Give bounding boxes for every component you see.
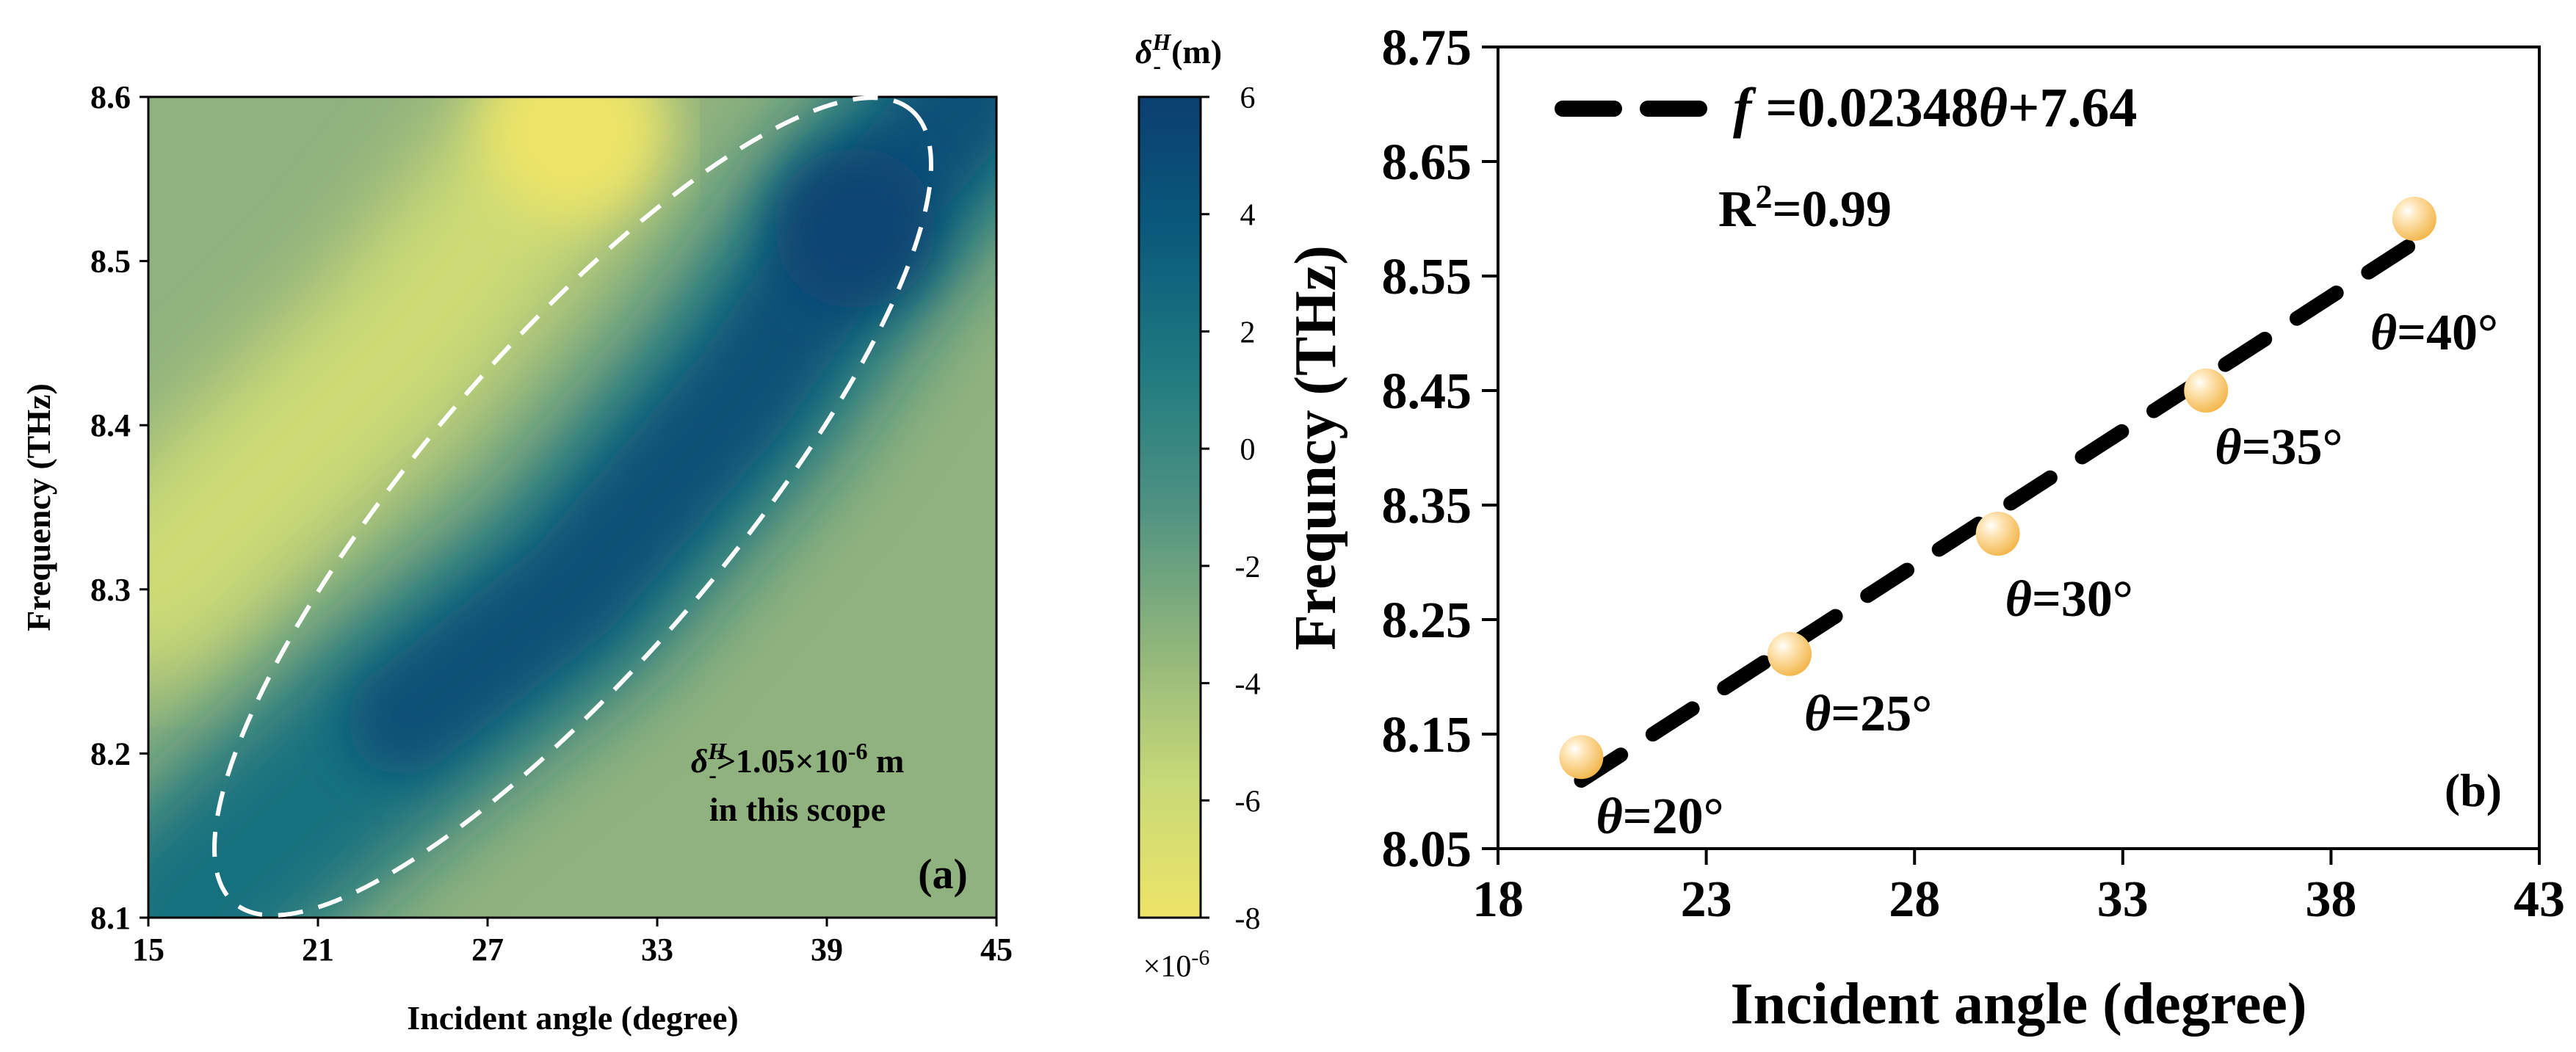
point-label: θ=35°	[2215, 419, 2342, 476]
point-label: θ=30°	[2005, 571, 2133, 628]
colorbar-tick-label: -2	[1235, 551, 1261, 584]
point-label: θ=20°	[1596, 788, 1723, 845]
colorbar-multiplier: ×10-6	[1143, 946, 1210, 984]
fit-line	[1574, 235, 2422, 788]
colorbar-tick-label: -6	[1235, 785, 1261, 819]
legend-r-squared: R2=0.99	[1718, 178, 1892, 239]
colorbar-tick-label: 0	[1240, 433, 1256, 467]
panel-b: 18 23 28 33 38 43 8.05 8.15 8.25 8.35 8.45 8.55 8.6…	[1284, 20, 2565, 1037]
heatmap-ridge-max	[774, 147, 936, 309]
fit-line-group	[1574, 235, 2422, 788]
scatter-point-labels: θ=20° θ=25° θ=30° θ=35° θ=40°	[1596, 305, 2498, 845]
panel-a: 15 21 27 33 39 45 8.1 8.2 8.3 8.4 8.5 8.6 Incident…	[20, 29, 1261, 1037]
heatmap-plot-area	[148, 97, 996, 918]
scatter-x-tick-label: 18	[1472, 871, 1524, 928]
point-label: θ=40°	[2370, 305, 2498, 361]
heatmap-x-tick-label: 27	[471, 932, 504, 968]
colorbar-tick-label: 6	[1240, 81, 1256, 115]
heatmap-annotation-line2: in this scope	[709, 791, 886, 828]
panel-a-label: (a)	[918, 850, 968, 898]
data-point	[1768, 631, 1812, 676]
scatter-x-axis-label: Incident angle (degree)	[1730, 972, 2307, 1037]
heatmap-x-tick-label: 21	[302, 932, 334, 968]
scatter-y-tick-label: 8.55	[1382, 249, 1472, 305]
heatmap-x-tick-label: 33	[641, 932, 673, 968]
colorbar-tick-label: 2	[1240, 316, 1256, 349]
heatmap-y-tick-label: 8.2	[90, 736, 131, 772]
scatter-y-axis-label: Frequncy (THz)	[1284, 245, 1348, 650]
scatter-points	[1559, 197, 2436, 780]
heatmap-trough	[148, 97, 668, 685]
scatter-y-tick-label: 8.25	[1382, 592, 1472, 649]
heatmap-x-tick-label: 39	[811, 932, 843, 968]
scatter-y-tick-label: 8.45	[1382, 363, 1472, 420]
colorbar	[1137, 95, 1202, 919]
colorbar-tick-label: -4	[1235, 668, 1261, 702]
scatter-y-tick-label: 8.15	[1382, 707, 1472, 763]
colorbar-ticks: 6 4 2 0 -2 -4 -6 -8	[1201, 81, 1261, 936]
scatter-y-ticks: 8.05 8.15 8.25 8.35 8.45 8.55 8.65 8.75	[1382, 20, 1498, 878]
colorbar-title: δH - (m)	[1135, 29, 1222, 79]
heatmap-x-tick-label: 15	[132, 932, 164, 968]
scatter-y-tick-label: 8.05	[1382, 821, 1472, 878]
heatmap-x-axis-label: Incident angle (degree)	[407, 999, 738, 1037]
scatter-y-tick-label: 8.35	[1382, 478, 1472, 534]
scatter-x-ticks: 18 23 28 33 38 43	[1472, 849, 2565, 928]
heatmap-frame	[147, 95, 998, 919]
colorbar-tick-label: -8	[1235, 902, 1261, 936]
data-point	[2392, 197, 2436, 241]
scatter-x-tick-label: 28	[1889, 871, 1940, 928]
heatmap-y-tick-label: 8.1	[90, 900, 131, 936]
scatter-x-tick-label: 33	[2097, 871, 2149, 928]
scatter-frame	[1497, 46, 2541, 850]
data-point	[1975, 512, 2020, 556]
heatmap-y-tick-label: 8.4	[90, 407, 131, 443]
scatter-x-tick-label: 43	[2514, 871, 2565, 928]
heatmap-y-axis-label: Frequency (THz)	[20, 383, 57, 631]
heatmap-x-tick-label: 45	[980, 932, 1013, 968]
scatter-x-tick-label: 38	[2305, 871, 2356, 928]
legend-fit-equation: f =0.02348θ+7.64	[1733, 77, 2137, 139]
heatmap-field	[148, 97, 996, 918]
heatmap-y-ticks: 8.1 8.2 8.3 8.4 8.5 8.6	[90, 79, 148, 936]
scatter-y-tick-label: 8.65	[1382, 134, 1472, 191]
data-point	[1559, 735, 1604, 780]
scatter-x-tick-label: 23	[1681, 871, 1732, 928]
colorbar-tick-label: 4	[1240, 199, 1256, 233]
heatmap-y-tick-label: 8.3	[90, 572, 131, 608]
heatmap-y-tick-label: 8.6	[90, 79, 131, 115]
point-label: θ=25°	[1804, 686, 1932, 742]
heatmap-y-tick-label: 8.5	[90, 244, 131, 280]
heatmap-x-ticks: 15 21 27 33 39 45	[132, 918, 1013, 968]
panel-b-label: (b)	[2445, 764, 2502, 816]
heatmap-annotation-line1: δH ->1.05×10-6 m	[691, 738, 905, 788]
highlight-ellipse	[212, 95, 933, 918]
scatter-y-tick-label: 8.75	[1382, 20, 1472, 76]
data-point	[2184, 369, 2229, 413]
heatmap-trough-min	[484, 97, 661, 218]
